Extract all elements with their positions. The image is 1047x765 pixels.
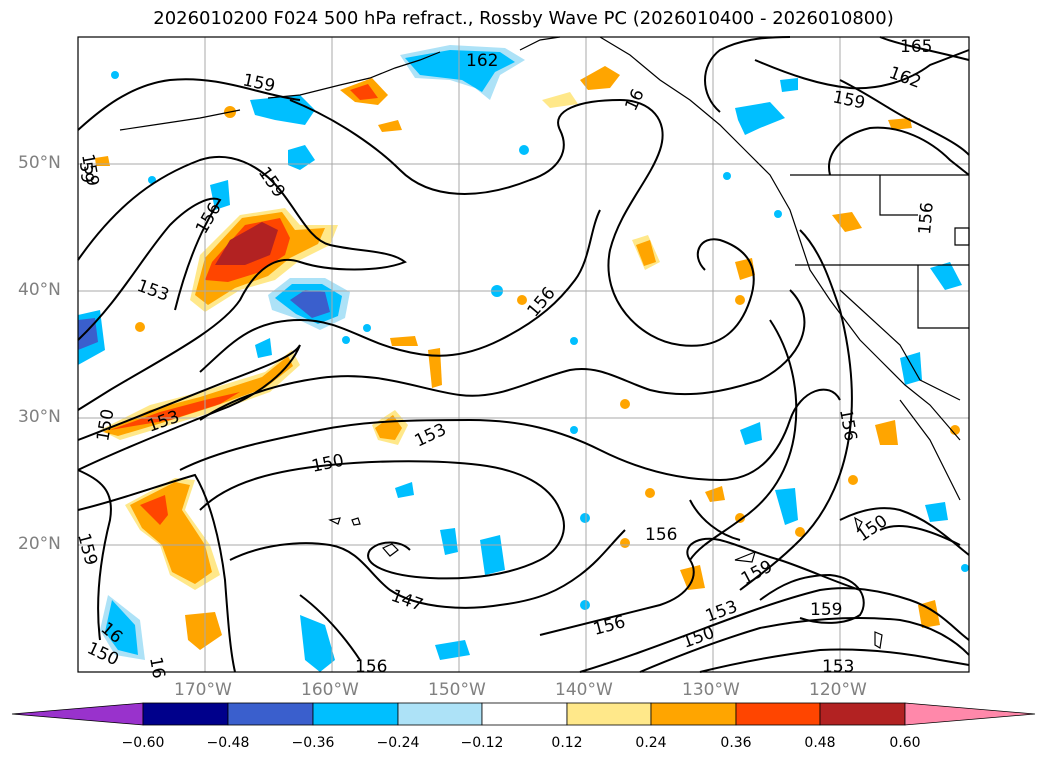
lat-label: 30°N: [18, 407, 61, 427]
contour-label: 156: [915, 201, 938, 235]
lat-label: 40°N: [18, 280, 61, 300]
colorbar-cell: [227, 702, 314, 726]
contour-label: 156: [645, 525, 677, 545]
lon-label: 120°W: [809, 680, 867, 700]
colorbar-tick-label: −0.24: [376, 735, 420, 751]
colorbar-cell: [819, 702, 906, 726]
colorbar: [11, 702, 1036, 726]
map-title: 2026010200 F024 500 hPa refract., Rossby…: [153, 8, 894, 29]
colorbar-under-arrow: [11, 702, 144, 726]
contour-label: 156: [355, 657, 387, 677]
map-frame: [77, 36, 970, 673]
lon-label: 150°W: [428, 680, 486, 700]
lat-label: 20°N: [18, 534, 61, 554]
colorbar-tick-label: 0.24: [635, 735, 667, 751]
lat-label: 50°N: [18, 153, 61, 173]
colorbar-tick-label: 0.12: [551, 735, 583, 751]
colorbar-tick-label: −0.48: [206, 735, 250, 751]
colorbar-tick-label: −0.36: [291, 735, 335, 751]
lon-label: 140°W: [555, 680, 613, 700]
colorbar-over-arrow: [904, 702, 1036, 726]
contour-label: 153: [822, 657, 854, 677]
colorbar-tick-label: −0.60: [121, 735, 165, 751]
contour-label: 165: [900, 37, 932, 57]
lon-label: 160°W: [301, 680, 359, 700]
colorbar-cell: [142, 702, 229, 726]
contour-label: 162: [466, 51, 498, 71]
colorbar-tick-label: 0.60: [889, 735, 921, 751]
colorbar-cell: [650, 702, 737, 726]
lon-label: 130°W: [682, 680, 740, 700]
colorbar-cell: [481, 702, 568, 726]
colorbar-cell: [397, 702, 483, 726]
contour-label: 59: [75, 161, 97, 184]
colorbar-tick-label: −0.12: [460, 735, 504, 751]
colorbar-cell: [566, 702, 652, 726]
contour-lines: [77, 36, 970, 673]
colorbar-tick-label: 0.36: [720, 735, 752, 751]
anomaly-shading: [78, 45, 969, 672]
colorbar-cell: [735, 702, 821, 726]
contour-label: 16: [145, 655, 168, 680]
graticule: [78, 37, 969, 672]
colorbar-tick-label: 0.48: [804, 735, 836, 751]
colorbar-cell: [312, 702, 399, 726]
contour-label: 159: [810, 600, 842, 620]
coastlines: [119, 36, 970, 649]
lon-label: 170°W: [174, 680, 232, 700]
